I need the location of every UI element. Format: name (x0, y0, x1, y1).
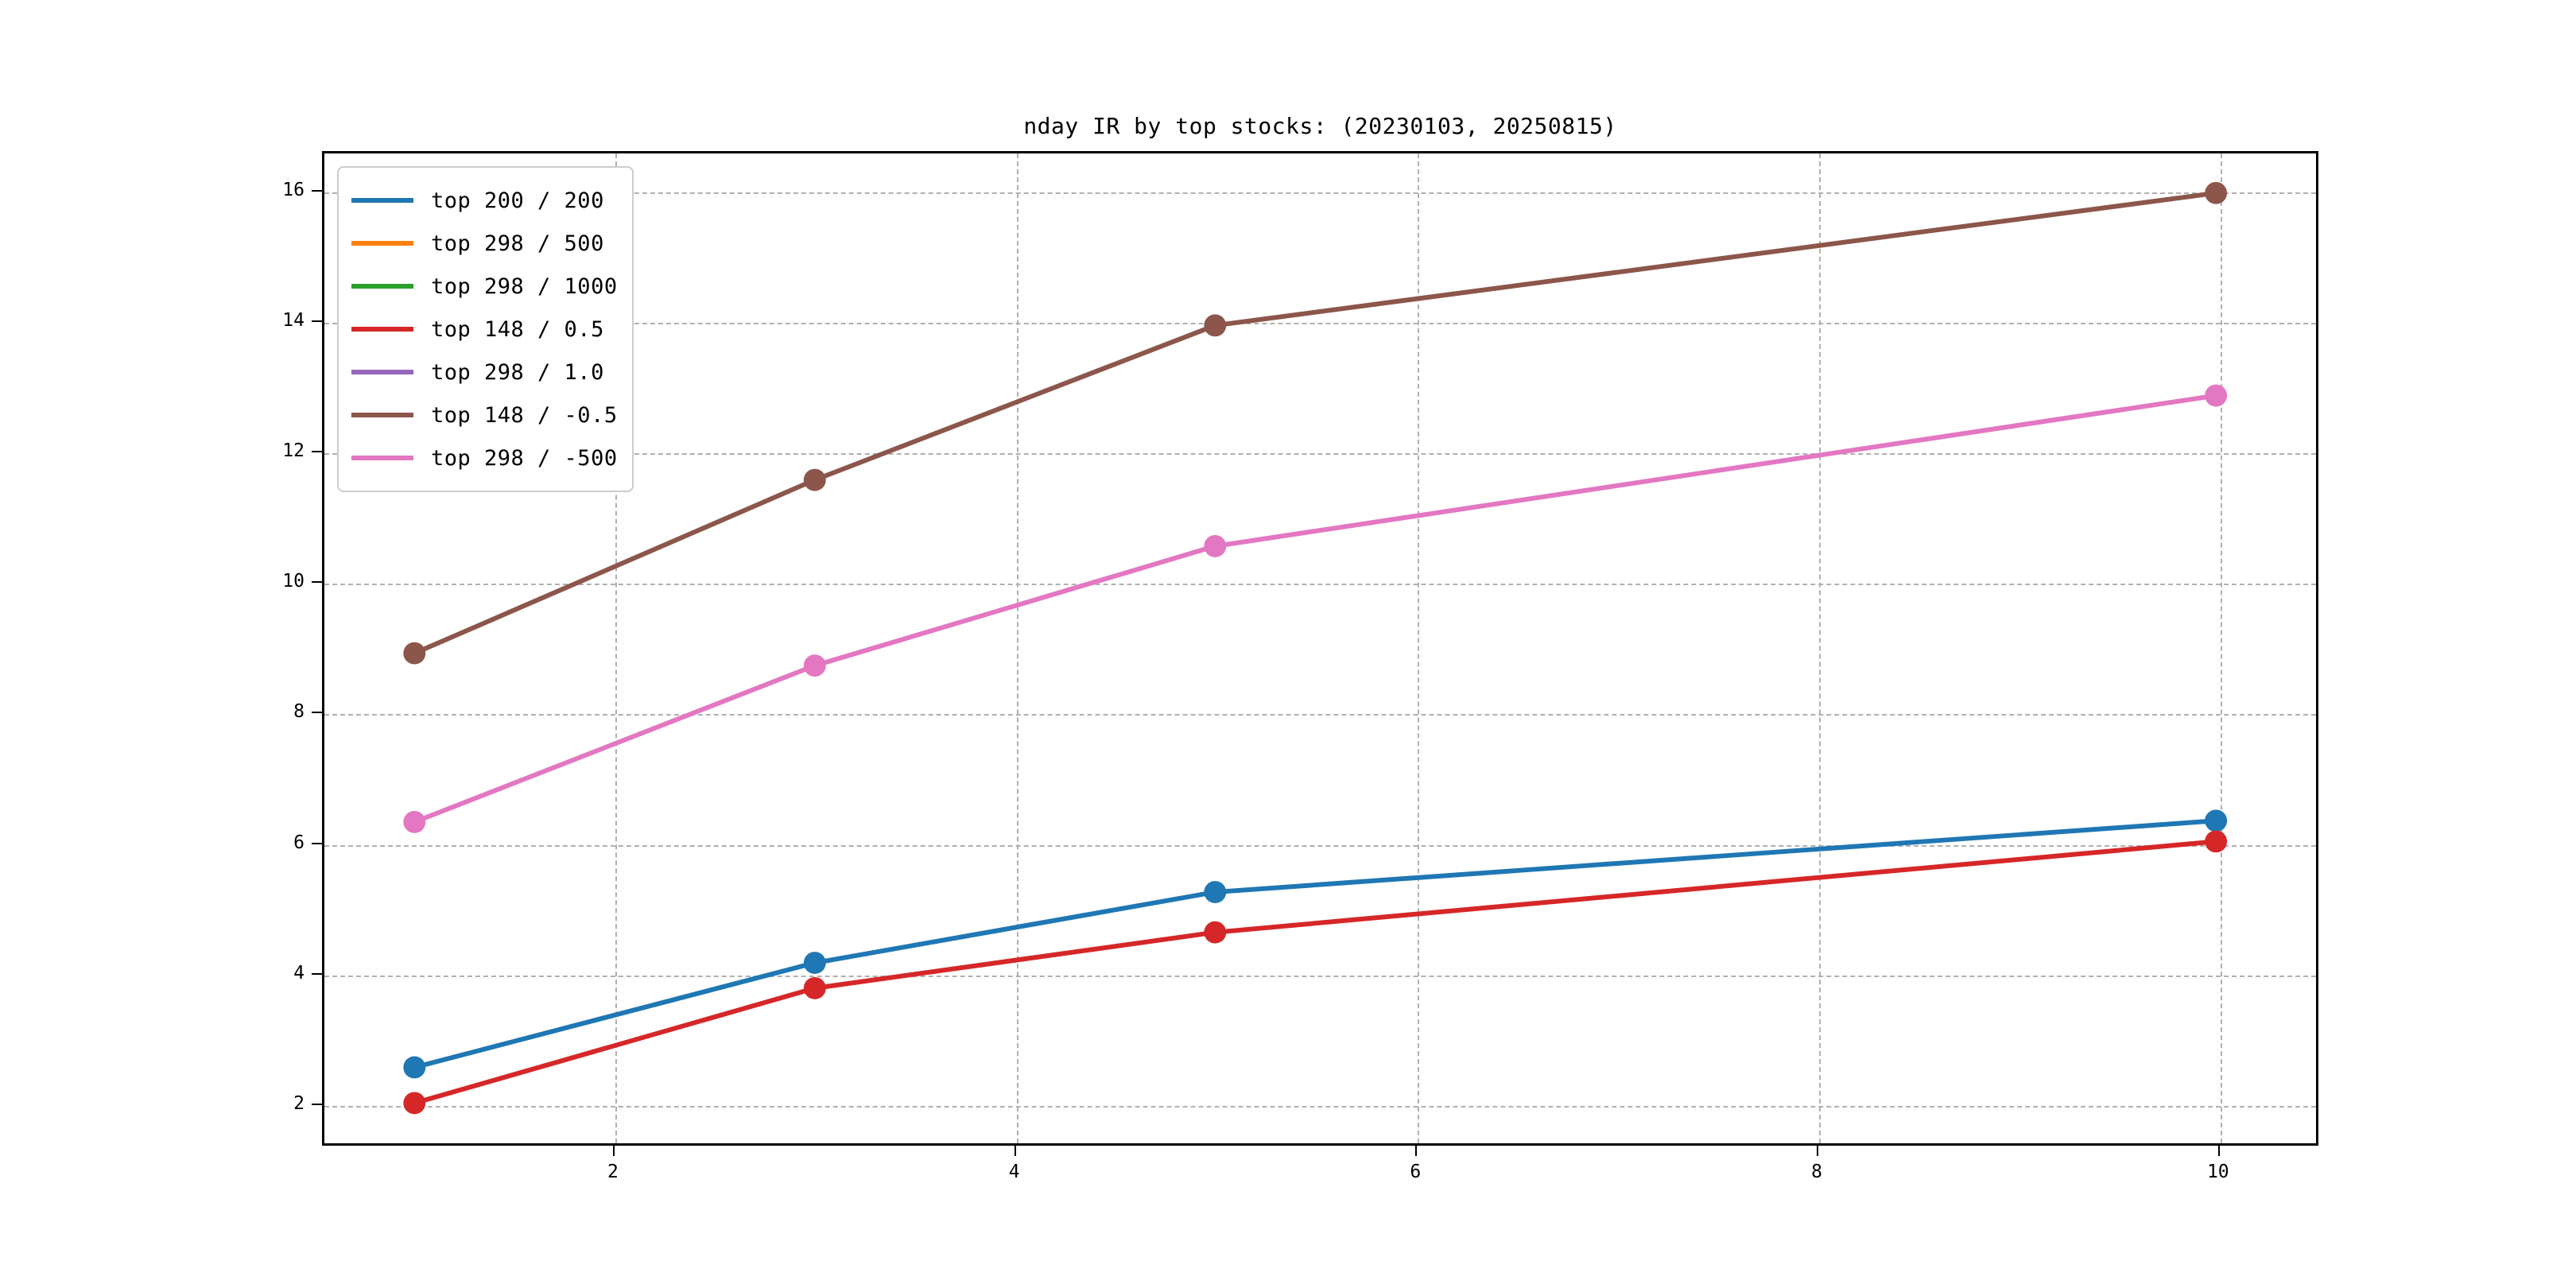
y-tick-label: 6 (293, 832, 305, 853)
y-tick-mark (312, 190, 322, 192)
x-tick-mark (1817, 1146, 1819, 1156)
x-tick-mark (1415, 1146, 1418, 1156)
data-point-marker (2205, 830, 2228, 853)
y-tick-label: 12 (282, 440, 305, 462)
data-point-marker (2205, 384, 2228, 407)
y-tick-mark (312, 712, 322, 714)
y-tick-mark (312, 972, 322, 975)
series-layer (403, 181, 2228, 1115)
y-tick-mark (312, 451, 322, 453)
legend-item[interactable]: top 200 / 200 (351, 179, 618, 222)
data-point-marker (2205, 181, 2228, 204)
data-point-marker (803, 654, 826, 677)
series-line (412, 190, 2219, 656)
legend-color-swatch-icon (351, 284, 413, 289)
data-point-marker (403, 642, 426, 665)
legend-item[interactable]: top 298 / 1000 (351, 265, 618, 308)
x-tick-label: 4 (1008, 1162, 1020, 1182)
legend-item-label: top 148 / -0.5 (431, 402, 618, 428)
series-line (412, 393, 2219, 824)
legend-item[interactable]: top 298 / 1.0 (351, 351, 618, 394)
legend-color-swatch-icon (351, 241, 413, 246)
legend-item-label: top 298 / 1.0 (431, 359, 604, 385)
series-line (412, 818, 2219, 1070)
legend-item-label: top 148 / 0.5 (431, 316, 604, 342)
x-tick-label: 10 (2206, 1162, 2229, 1182)
y-tick-mark (312, 320, 322, 323)
x-tick-label: 8 (1811, 1162, 1823, 1182)
legend[interactable]: top 200 / 200 top 298 / 500 top 298 / 1000… (337, 166, 634, 492)
legend-color-swatch-icon (351, 327, 413, 332)
x-tick-label: 2 (607, 1162, 619, 1182)
data-point-marker (1204, 921, 1227, 944)
data-point-marker (403, 1092, 426, 1115)
legend-item[interactable]: top 298 / 500 (351, 222, 618, 265)
legend-color-swatch-icon (351, 198, 413, 203)
legend-item[interactable]: top 148 / 0.5 (351, 308, 618, 351)
x-tick-mark (612, 1146, 615, 1156)
legend-item-label: top 298 / -500 (431, 445, 618, 471)
legend-item-label: top 200 / 200 (431, 188, 604, 213)
data-point-marker (803, 976, 826, 999)
legend-item[interactable]: top 148 / -0.5 (351, 394, 618, 436)
legend-color-swatch-icon (351, 370, 413, 374)
x-tick-mark (2217, 1146, 2220, 1156)
data-point-marker (403, 810, 426, 833)
data-point-marker (1204, 314, 1227, 337)
y-tick-label: 2 (293, 1092, 305, 1114)
legend-item[interactable]: top 298 / -500 (351, 436, 618, 479)
data-point-marker (803, 952, 826, 974)
y-tick-label: 4 (293, 962, 305, 983)
legend-color-swatch-icon (351, 413, 413, 417)
chart-title: nday IR by top stocks: (20230103, 202508… (1023, 113, 1617, 139)
legend-color-swatch-icon (351, 456, 413, 460)
series-line (412, 839, 2219, 1106)
y-tick-label: 8 (293, 701, 305, 723)
data-point-marker (803, 468, 826, 491)
y-tick-label: 10 (282, 571, 305, 592)
data-point-marker (1204, 534, 1227, 557)
legend-item-label: top 298 / 1000 (431, 274, 618, 299)
y-tick-mark (312, 1103, 322, 1105)
x-tick-label: 6 (1410, 1162, 1422, 1182)
y-tick-label: 14 (282, 310, 305, 332)
data-point-marker (2205, 809, 2228, 832)
legend-item-label: top 298 / 500 (431, 231, 604, 256)
data-point-marker (403, 1056, 426, 1079)
y-tick-label: 16 (282, 180, 305, 201)
data-point-marker (1204, 881, 1227, 903)
y-tick-mark (312, 581, 322, 584)
y-tick-mark (312, 842, 322, 844)
x-tick-mark (1014, 1146, 1016, 1156)
